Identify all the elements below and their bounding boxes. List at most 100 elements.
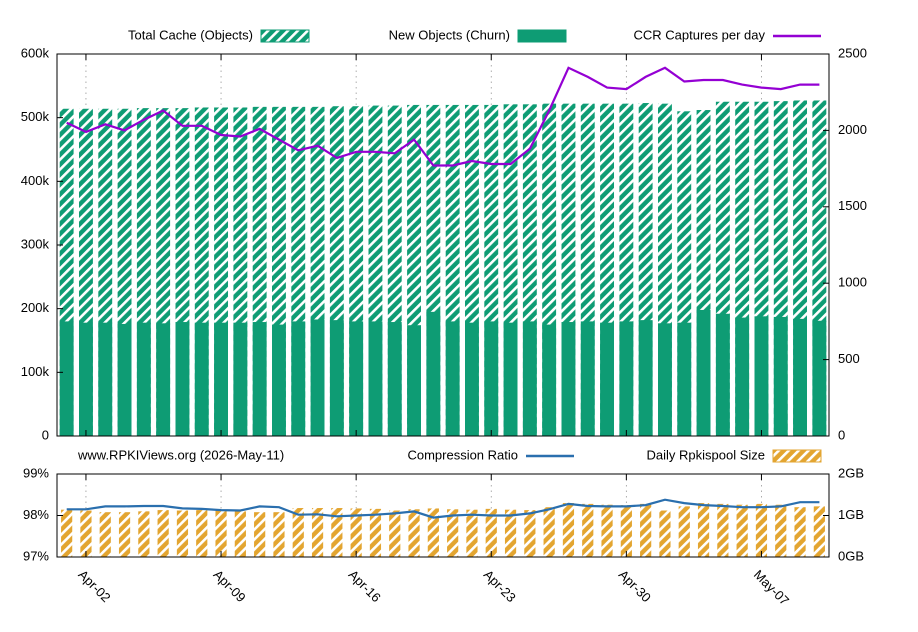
y2-tick-label: 2500 <box>838 45 867 60</box>
bar <box>99 512 111 557</box>
bar <box>620 505 632 557</box>
bar <box>233 322 248 436</box>
bar <box>580 321 595 436</box>
bar <box>542 324 557 436</box>
bar <box>156 323 171 436</box>
x-tick-label: Apr-16 <box>346 567 384 605</box>
bar <box>426 311 441 436</box>
bar <box>562 503 575 557</box>
bar <box>561 322 576 436</box>
bar <box>678 506 690 557</box>
bar <box>658 323 672 436</box>
bar <box>175 322 190 436</box>
bar <box>214 322 228 436</box>
y-tick-label: 97% <box>23 548 49 563</box>
bar <box>215 510 227 557</box>
bar <box>640 503 652 557</box>
y-tick-label: 500k <box>21 109 50 124</box>
bar <box>465 322 479 436</box>
y2-tick-label: 2000 <box>838 122 867 137</box>
y2-tick-label: 0GB <box>838 548 864 563</box>
bar <box>813 506 825 557</box>
annotation: www.RPKIViews.org (2026-May-11) <box>77 447 284 462</box>
bar <box>292 508 304 557</box>
bar <box>194 322 209 436</box>
y-tick-label: 0 <box>42 427 49 442</box>
y-tick-label: 600k <box>21 45 50 60</box>
bar <box>503 322 518 436</box>
bar <box>98 322 113 436</box>
bar <box>736 504 748 557</box>
bar <box>61 509 73 557</box>
bar <box>677 322 692 436</box>
x-tick-label: Apr-30 <box>616 567 654 605</box>
bar <box>79 322 93 436</box>
legend-label: New Objects (Churn) <box>389 27 510 42</box>
bar <box>196 510 208 557</box>
bar <box>136 322 151 436</box>
y2-tick-label: 1500 <box>838 198 867 213</box>
legend-swatch <box>772 449 822 463</box>
bar <box>310 319 325 436</box>
bar <box>775 504 787 557</box>
bar <box>176 510 189 557</box>
bar <box>408 509 420 557</box>
y-tick-label: 300k <box>21 236 50 251</box>
y-tick-label: 200k <box>21 300 50 315</box>
bar <box>329 320 344 436</box>
bar <box>812 320 827 436</box>
bar <box>601 504 613 557</box>
bar <box>350 508 362 557</box>
bar <box>697 503 710 557</box>
bar <box>389 510 401 557</box>
line <box>66 66 820 167</box>
x-tick-label: May-07 <box>751 567 792 608</box>
legend-label: CCR Captures per day <box>634 27 766 42</box>
y2-tick-label: 1GB <box>838 507 864 522</box>
bar <box>696 309 711 436</box>
bar <box>369 508 382 557</box>
bar <box>582 503 594 557</box>
bar <box>59 321 74 436</box>
y2-tick-label: 2GB <box>838 465 864 480</box>
bar <box>735 317 750 436</box>
bar <box>485 508 497 557</box>
bar <box>349 321 364 436</box>
x-tick-label: Apr-02 <box>75 567 113 605</box>
bar <box>794 507 806 557</box>
bar <box>252 322 267 436</box>
bar <box>117 323 132 436</box>
bar <box>793 318 807 436</box>
bar <box>157 510 169 557</box>
bar <box>291 321 306 436</box>
bar <box>427 508 439 557</box>
bar <box>368 321 383 436</box>
bar <box>524 510 536 557</box>
legend-swatch <box>517 29 567 43</box>
bar <box>80 510 92 557</box>
bar <box>234 511 246 557</box>
y2-tick-label: 1000 <box>838 275 867 290</box>
bar <box>407 325 421 436</box>
legend-swatch <box>260 29 310 43</box>
y-tick-label: 400k <box>21 173 50 188</box>
bar <box>504 509 517 557</box>
bar <box>484 321 499 436</box>
y-tick-label: 98% <box>23 507 49 522</box>
x-tick-label: Apr-23 <box>481 567 519 605</box>
bar <box>272 324 286 436</box>
bar <box>754 316 769 436</box>
legend-label: Total Cache (Objects) <box>128 27 253 42</box>
y2-tick-label: 0 <box>838 427 845 442</box>
bar <box>447 509 459 557</box>
y-tick-label: 99% <box>23 465 49 480</box>
plot-frame <box>56 53 830 437</box>
bar <box>273 512 285 557</box>
bar <box>717 503 729 557</box>
bar <box>445 321 460 436</box>
y-tick-label: 100k <box>21 364 50 379</box>
bar <box>118 512 131 557</box>
bar <box>755 503 768 557</box>
bar <box>311 508 324 557</box>
